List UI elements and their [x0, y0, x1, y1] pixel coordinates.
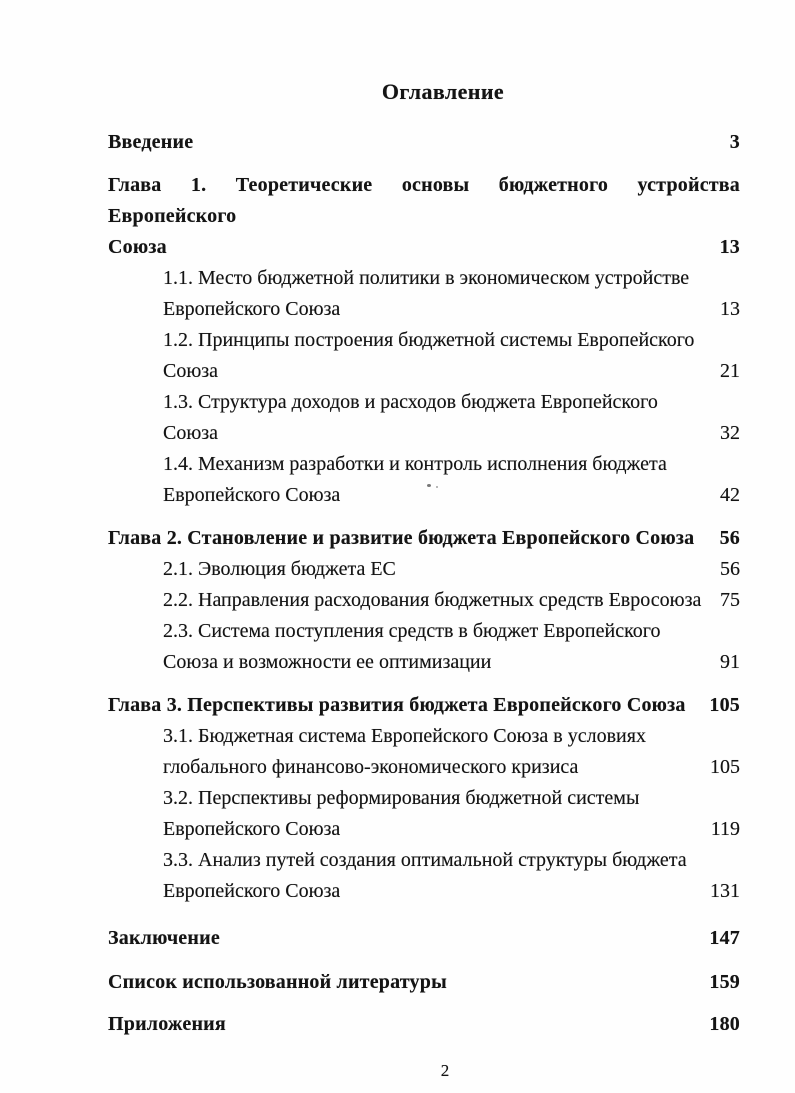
- toc-entry-text: Глава 3. Перспективы развития бюджета Ев…: [108, 694, 686, 716]
- toc-entry-text: 3.2. Перспективы реформирования бюджетно…: [163, 787, 640, 809]
- toc-entry-text: Европейского Союза: [163, 818, 341, 840]
- toc-line: Европейского Союза 42: [108, 480, 740, 511]
- toc-page-number: 56: [719, 527, 740, 549]
- toc-group: Глава 3. Перспективы развития бюджета Ев…: [108, 690, 740, 907]
- toc-page-number: 147: [709, 927, 740, 949]
- toc-entry-text: Приложения: [108, 1013, 226, 1035]
- toc-group: Глава 2. Становление и развитие бюджета …: [108, 523, 740, 678]
- toc-page-number: 32: [720, 422, 740, 444]
- toc-entry-text: 3.3. Анализ путей создания оптимальной с…: [163, 849, 687, 871]
- toc-line: 3.2. Перспективы реформирования бюджетно…: [108, 783, 740, 814]
- toc-entry-text: 3.1. Бюджетная система Европейского Союз…: [163, 725, 646, 747]
- toc-entry-text: Глава 1. Теоретические основы бюджетного…: [108, 174, 740, 227]
- toc-entry-text: 2.2. Направления расходования бюджетных …: [163, 589, 702, 611]
- toc-line: 3.3. Анализ путей создания оптимальной с…: [108, 845, 740, 876]
- toc-entry-text: 2.3. Система поступления средств в бюдже…: [163, 620, 661, 642]
- toc-page-number: 56: [720, 558, 740, 580]
- toc-line: 2.3. Система поступления средств в бюдже…: [108, 616, 740, 647]
- toc-body: Введение 3 Глава 1. Теоретические основы б…: [108, 127, 740, 1040]
- toc-page-number: 131: [710, 880, 740, 902]
- toc-line: 3.1. Бюджетная система Европейского Союз…: [108, 721, 740, 752]
- toc-page-number: 13: [719, 236, 740, 258]
- toc-page-number: 119: [710, 818, 740, 840]
- page-content: Оглавление Введение 3 Глава 1. Теоретическ…: [108, 74, 740, 1086]
- toc-line: Союза и возможности ее оптимизации 91: [108, 647, 740, 678]
- toc-line: Союза 13: [108, 232, 740, 263]
- toc-page-number: 180: [709, 1013, 740, 1035]
- toc-line: Глава 1. Теоретические основы бюджетного…: [108, 170, 740, 232]
- toc-entry-text: Европейского Союза: [163, 880, 341, 902]
- toc-entry-text: Введение: [108, 131, 194, 153]
- toc-line: Приложения 180: [108, 1009, 740, 1040]
- toc-entry-text: Союза и возможности ее оптимизации: [163, 651, 492, 673]
- toc-line: 1.1. Место бюджетной политики в экономич…: [108, 263, 740, 294]
- toc-line: 2.1. Эволюция бюджета ЕС 56: [108, 554, 740, 585]
- toc-group: Введение 3: [108, 127, 740, 158]
- toc-line: Список использованной литературы 159: [108, 967, 740, 998]
- toc-entry-text: Союза: [108, 236, 167, 258]
- toc-page-number: 13: [720, 298, 740, 320]
- toc-group: Приложения 180: [108, 1009, 740, 1040]
- toc-line: 1.2. Принципы построения бюджетной систе…: [108, 325, 740, 356]
- toc-page-number: 91: [720, 651, 740, 673]
- toc-entry-text: Глава 2. Становление и развитие бюджета …: [108, 527, 695, 549]
- toc-page-number: 159: [709, 971, 740, 993]
- toc-entry-text: Союза: [163, 422, 219, 444]
- toc-entry-text: 1.1. Место бюджетной политики в экономич…: [163, 267, 690, 289]
- toc-entry-text: Европейского Союза: [163, 298, 341, 320]
- toc-page-number: 21: [720, 360, 740, 382]
- toc-page-number: 105: [710, 756, 740, 778]
- toc-line: глобального финансово-экономического кри…: [108, 752, 740, 783]
- toc-line: Европейского Союза 131: [108, 876, 740, 907]
- toc-entry-text: 1.3. Структура доходов и расходов бюджет…: [163, 391, 658, 413]
- toc-group: Глава 1. Теоретические основы бюджетного…: [108, 170, 740, 511]
- toc-line: Европейского Союза 13: [108, 294, 740, 325]
- toc-line: Глава 2. Становление и развитие бюджета …: [108, 523, 740, 554]
- toc-page-number: 42: [720, 484, 740, 506]
- toc-line: Глава 3. Перспективы развития бюджета Ев…: [108, 690, 740, 721]
- toc-entry-text: 1.2. Принципы построения бюджетной систе…: [163, 329, 695, 351]
- toc-entry-text: Союза: [163, 360, 219, 382]
- toc-page-number: 105: [709, 694, 740, 716]
- toc-page-number: 3: [729, 131, 740, 153]
- toc-line: Европейского Союза 119: [108, 814, 740, 845]
- page-title: Оглавление: [381, 79, 505, 104]
- toc-line: 2.2. Направления расходования бюджетных …: [108, 585, 740, 616]
- toc-group: Заключение 147: [108, 923, 740, 954]
- toc-line: Введение 3: [108, 127, 740, 158]
- toc-line: Заключение 147: [108, 923, 740, 954]
- toc-entry-text: 2.1. Эволюция бюджета ЕС: [163, 558, 396, 580]
- scan-artifact-dot: [436, 486, 438, 488]
- toc-entry-text: Европейского Союза: [163, 484, 341, 506]
- toc-entry-text: глобального финансово-экономического кри…: [163, 756, 579, 778]
- toc-group: Список использованной литературы 159: [108, 967, 740, 998]
- toc-line: Союза 32: [108, 418, 740, 449]
- toc-entry-text: Заключение: [108, 927, 220, 949]
- toc-page-number: 75: [720, 589, 740, 611]
- toc-line: 1.3. Структура доходов и расходов бюджет…: [108, 387, 740, 418]
- toc-entry-text: Список использованной литературы: [108, 971, 447, 993]
- scan-artifact-dot: [427, 484, 431, 487]
- footer-page-number: 2: [440, 1061, 450, 1080]
- toc-line: 1.4. Механизм разработки и контроль испо…: [108, 449, 740, 480]
- toc-line: Союза 21: [108, 356, 740, 387]
- toc-entry-text: 1.4. Механизм разработки и контроль испо…: [163, 453, 667, 475]
